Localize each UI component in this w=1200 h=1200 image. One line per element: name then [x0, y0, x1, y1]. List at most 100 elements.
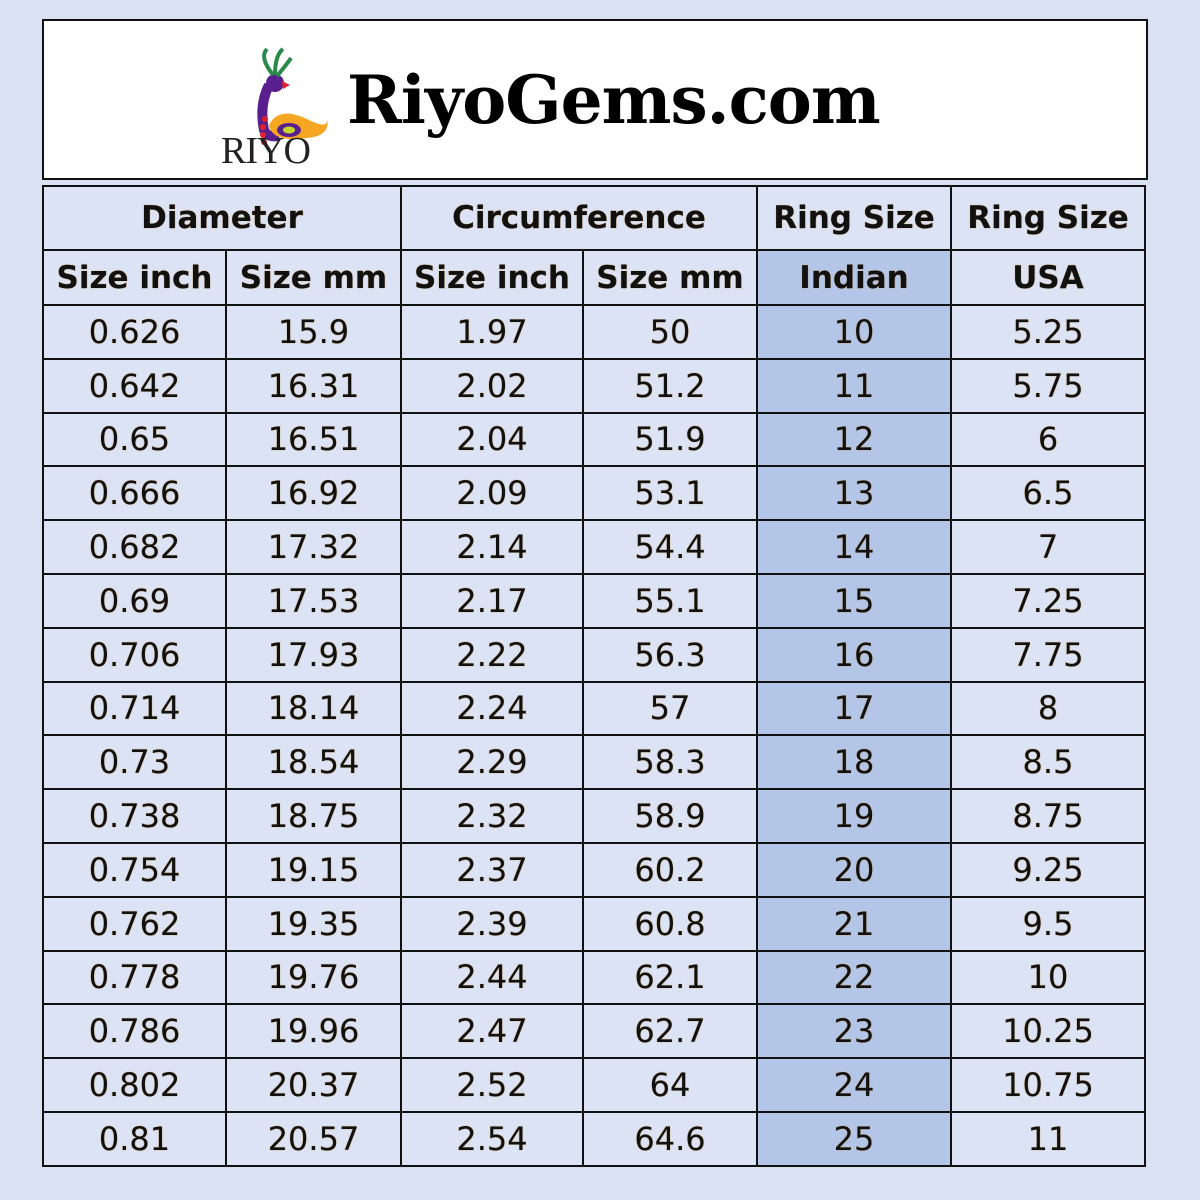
table-row: 0.762 19.35 2.39 60.8 21 9.5: [42, 895, 1146, 952]
table-row: 0.65 16.51 2.04 51.9 12 6: [42, 411, 1146, 468]
cell-circumference-inch: 2.17: [400, 572, 584, 629]
cell-usa-size: 6.5: [950, 465, 1146, 522]
subheader-circumference-inch: Size inch: [400, 249, 584, 306]
cell-usa-size: 7: [950, 519, 1146, 575]
cell-indian-size: 11: [756, 357, 952, 414]
cell-diameter-mm: 18.75: [225, 788, 402, 844]
cell-diameter-mm: 17.53: [225, 572, 402, 629]
table-row: 0.714 18.14 2.24 57 17 8: [42, 680, 1146, 737]
subheader-usa: USA: [950, 249, 1146, 306]
cell-circumference-mm: 62.7: [582, 1003, 758, 1060]
cell-usa-size: 5.25: [950, 304, 1146, 360]
table-row: 0.754 19.15 2.37 60.2 20 9.25: [42, 841, 1146, 898]
cell-circumference-inch: 2.52: [400, 1057, 584, 1113]
cell-indian-size: 18: [756, 734, 952, 791]
cell-circumference-mm: 55.1: [582, 572, 758, 629]
cell-indian-size: 22: [756, 949, 952, 1006]
cell-indian-size: 19: [756, 788, 952, 844]
cell-circumference-mm: 58.3: [582, 734, 758, 791]
subheader-circumference-mm: Size mm: [582, 249, 758, 306]
cell-usa-size: 8.75: [950, 788, 1146, 844]
cell-circumference-inch: 2.22: [400, 626, 584, 683]
cell-circumference-mm: 58.9: [582, 788, 758, 844]
cell-usa-size: 11: [950, 1110, 1146, 1167]
cell-circumference-mm: 50: [582, 304, 758, 360]
cell-circumference-inch: 1.97: [400, 304, 584, 360]
cell-circumference-mm: 51.9: [582, 411, 758, 468]
header-ring-size-indian: Ring Size: [756, 185, 952, 251]
cell-indian-size: 10: [756, 304, 952, 360]
cell-indian-size: 20: [756, 841, 952, 898]
cell-diameter-mm: 19.35: [225, 895, 402, 952]
table-row: 0.626 15.9 1.97 50 10 5.25: [42, 304, 1146, 360]
cell-indian-size: 24: [756, 1057, 952, 1113]
table-row: 0.73 18.54 2.29 58.3 18 8.5: [42, 734, 1146, 791]
table-row: 0.706 17.93 2.22 56.3 16 7.75: [42, 626, 1146, 683]
table-row: 0.81 20.57 2.54 64.6 25 11: [42, 1110, 1146, 1167]
cell-indian-size: 12: [756, 411, 952, 468]
cell-circumference-inch: 2.04: [400, 411, 584, 468]
cell-circumference-inch: 2.47: [400, 1003, 584, 1060]
cell-circumference-mm: 56.3: [582, 626, 758, 683]
cell-circumference-mm: 60.2: [582, 841, 758, 898]
cell-indian-size: 14: [756, 519, 952, 575]
cell-diameter-inch: 0.73: [42, 734, 227, 791]
cell-circumference-inch: 2.14: [400, 519, 584, 575]
header-diameter: Diameter: [42, 185, 402, 251]
cell-circumference-mm: 64: [582, 1057, 758, 1113]
cell-diameter-inch: 0.738: [42, 788, 227, 844]
cell-circumference-mm: 54.4: [582, 519, 758, 575]
cell-diameter-mm: 18.54: [225, 734, 402, 791]
table-row: 0.786 19.96 2.47 62.7 23 10.25: [42, 1003, 1146, 1060]
cell-diameter-inch: 0.802: [42, 1057, 227, 1113]
cell-diameter-inch: 0.786: [42, 1003, 227, 1060]
cell-diameter-inch: 0.81: [42, 1110, 227, 1167]
table-row: 0.682 17.32 2.14 54.4 14 7: [42, 519, 1146, 575]
cell-usa-size: 7.25: [950, 572, 1146, 629]
cell-circumference-inch: 2.09: [400, 465, 584, 522]
table-row: 0.666 16.92 2.09 53.1 13 6.5: [42, 465, 1146, 522]
table-row: 0.802 20.37 2.52 64 24 10.75: [42, 1057, 1146, 1113]
cell-indian-size: 16: [756, 626, 952, 683]
cell-circumference-mm: 57: [582, 680, 758, 737]
cell-diameter-inch: 0.778: [42, 949, 227, 1006]
cell-usa-size: 8.5: [950, 734, 1146, 791]
cell-indian-size: 13: [756, 465, 952, 522]
cell-diameter-mm: 17.32: [225, 519, 402, 575]
header-banner: RIYO RiyoGems.com: [42, 19, 1148, 180]
table-row: 0.778 19.76 2.44 62.1 22 10: [42, 949, 1146, 1006]
cell-diameter-mm: 16.51: [225, 411, 402, 468]
cell-diameter-mm: 18.14: [225, 680, 402, 737]
subheader-diameter-mm: Size mm: [225, 249, 402, 306]
cell-diameter-mm: 19.15: [225, 841, 402, 898]
cell-circumference-mm: 53.1: [582, 465, 758, 522]
table-row: 0.738 18.75 2.32 58.9 19 8.75: [42, 788, 1146, 844]
cell-diameter-inch: 0.65: [42, 411, 227, 468]
cell-usa-size: 10: [950, 949, 1146, 1006]
cell-diameter-mm: 19.96: [225, 1003, 402, 1060]
header-circumference: Circumference: [400, 185, 758, 251]
cell-indian-size: 15: [756, 572, 952, 629]
cell-circumference-inch: 2.29: [400, 734, 584, 791]
cell-diameter-inch: 0.69: [42, 572, 227, 629]
cell-diameter-inch: 0.682: [42, 519, 227, 575]
cell-circumference-inch: 2.37: [400, 841, 584, 898]
cell-diameter-inch: 0.706: [42, 626, 227, 683]
cell-usa-size: 6: [950, 411, 1146, 468]
cell-usa-size: 8: [950, 680, 1146, 737]
site-title: RiyoGems.com: [347, 61, 881, 139]
cell-usa-size: 9.5: [950, 895, 1146, 952]
subheader-diameter-inch: Size inch: [42, 249, 227, 306]
cell-indian-size: 21: [756, 895, 952, 952]
cell-usa-size: 9.25: [950, 841, 1146, 898]
cell-circumference-mm: 51.2: [582, 357, 758, 414]
cell-diameter-inch: 0.714: [42, 680, 227, 737]
cell-diameter-mm: 20.37: [225, 1057, 402, 1113]
ring-size-table: Diameter Circumference Ring Size Ring Si…: [42, 185, 1146, 1167]
cell-usa-size: 10.75: [950, 1057, 1146, 1113]
table-row: 0.69 17.53 2.17 55.1 15 7.25: [42, 572, 1146, 629]
cell-diameter-mm: 20.57: [225, 1110, 402, 1167]
cell-diameter-inch: 0.642: [42, 357, 227, 414]
header-ring-size-usa: Ring Size: [950, 185, 1146, 251]
cell-indian-size: 23: [756, 1003, 952, 1060]
